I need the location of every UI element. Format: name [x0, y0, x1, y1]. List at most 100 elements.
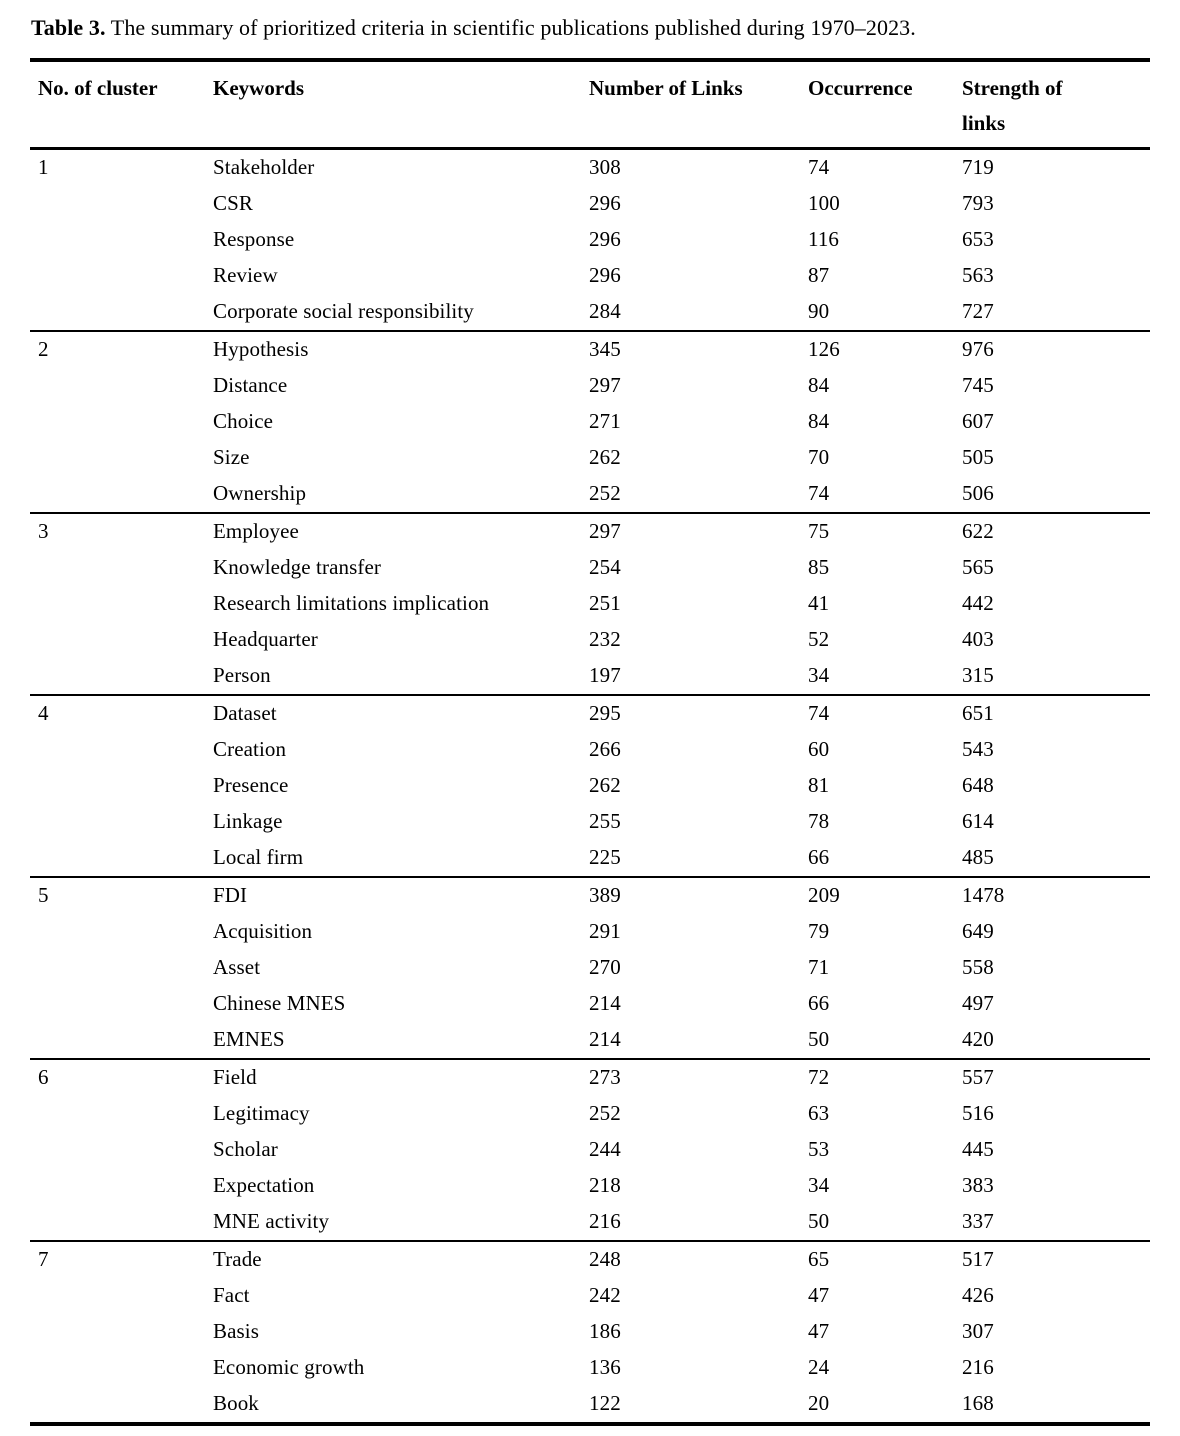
column-header-occurrence: Occurrence — [808, 60, 962, 149]
header-row: No. of cluster Keywords Number of Links … — [30, 60, 1150, 149]
table-row: MNE activity 216 50 337 — [30, 1204, 1150, 1241]
occurrence-cell: 71 — [808, 955, 830, 980]
links-cell: 136 — [589, 1355, 621, 1380]
occurrence-cell: 24 — [808, 1355, 830, 1380]
strength-cell: 793 — [962, 191, 994, 216]
links-cell: 186 — [589, 1319, 621, 1344]
keyword-cell: Creation — [213, 737, 287, 762]
column-header-occurrence-label: Occurrence — [808, 75, 913, 100]
table-row: Ownership 252 74 506 — [30, 476, 1150, 513]
strength-cell: 651 — [962, 701, 994, 726]
cluster-number-cell — [30, 1386, 213, 1424]
column-header-keywords-label: Keywords — [213, 75, 304, 100]
keyword-cell: FDI — [213, 883, 248, 908]
strength-cell: 607 — [962, 409, 994, 434]
strength-cell: 653 — [962, 227, 994, 252]
strength-cell: 337 — [962, 1209, 994, 1234]
keyword-cell: Legitimacy — [213, 1101, 310, 1126]
table-row: CSR 296 100 793 — [30, 186, 1150, 222]
keyword-cell: Choice — [213, 409, 274, 434]
keyword-cell: Economic growth — [213, 1355, 365, 1380]
keyword-cell: Distance — [213, 373, 288, 398]
occurrence-cell: 47 — [808, 1283, 830, 1308]
table-row: Person 197 34 315 — [30, 658, 1150, 695]
strength-cell: 558 — [962, 955, 994, 980]
keyword-cell: Stakeholder — [213, 155, 315, 180]
strength-cell: 516 — [962, 1101, 994, 1126]
links-cell: 216 — [589, 1209, 621, 1234]
cluster-number-cell: 6 — [38, 1065, 49, 1090]
cluster-number-cell: 5 — [38, 883, 49, 908]
cluster-number-cell — [30, 804, 213, 840]
occurrence-cell: 75 — [808, 519, 830, 544]
strength-cell: 565 — [962, 555, 994, 580]
links-cell: 122 — [589, 1391, 621, 1416]
occurrence-cell: 34 — [808, 1173, 830, 1198]
strength-cell: 383 — [962, 1173, 994, 1198]
links-cell: 295 — [589, 701, 621, 726]
occurrence-cell: 70 — [808, 445, 830, 470]
keyword-cell: CSR — [213, 191, 253, 216]
keyword-cell: Expectation — [213, 1173, 315, 1198]
cluster-number-cell: 7 — [38, 1247, 49, 1272]
keyword-cell: Research limitations implication — [213, 591, 490, 616]
table-row: Research limitations implication 251 41 442 — [30, 586, 1150, 622]
cluster-number-cell — [30, 1168, 213, 1204]
strength-cell: 648 — [962, 773, 994, 798]
occurrence-cell: 53 — [808, 1137, 830, 1162]
column-header-cluster: No. of cluster — [30, 60, 213, 149]
occurrence-cell: 116 — [808, 227, 840, 252]
occurrence-cell: 74 — [808, 155, 830, 180]
keyword-cell: Person — [213, 663, 271, 688]
cluster-number-cell — [30, 986, 213, 1022]
cluster-group: 2 Hypothesis 345 126 976 Distance 297 84 745 Choi… — [30, 330, 1150, 513]
table-row: 4 Dataset 295 74 651 — [30, 695, 1150, 732]
occurrence-cell: 47 — [808, 1319, 830, 1344]
cluster-number-cell — [30, 186, 213, 222]
cluster-number-cell — [30, 368, 213, 404]
links-cell: 284 — [589, 299, 621, 324]
table-row: 1 Stakeholder 308 74 719 — [30, 148, 1150, 186]
links-cell: 291 — [589, 919, 621, 944]
table-row: Size 262 70 505 — [30, 440, 1150, 476]
strength-cell: 622 — [962, 519, 994, 544]
cluster-number-cell — [30, 440, 213, 476]
strength-cell: 315 — [962, 663, 994, 688]
occurrence-cell: 74 — [808, 701, 830, 726]
keyword-cell: Book — [213, 1391, 259, 1416]
occurrence-cell: 66 — [808, 991, 830, 1016]
table-row: Presence 262 81 648 — [30, 768, 1150, 804]
occurrence-cell: 63 — [808, 1101, 830, 1126]
table-row: 6 Field 273 72 557 — [30, 1059, 1150, 1096]
cluster-number-cell — [30, 550, 213, 586]
occurrence-cell: 74 — [808, 481, 830, 506]
occurrence-cell: 84 — [808, 409, 830, 434]
links-cell: 389 — [589, 883, 621, 908]
cluster-number-cell — [30, 586, 213, 622]
occurrence-cell: 79 — [808, 919, 830, 944]
cluster-number-cell — [30, 622, 213, 658]
strength-cell: 517 — [962, 1247, 994, 1272]
table-row: Corporate social responsibility 284 90 727 — [30, 294, 1150, 331]
links-cell: 244 — [589, 1137, 621, 1162]
keyword-cell: Asset — [213, 955, 261, 980]
table-row: Asset 270 71 558 — [30, 950, 1150, 986]
cluster-number-cell: 1 — [38, 155, 49, 180]
occurrence-cell: 78 — [808, 809, 830, 834]
links-cell: 266 — [589, 737, 621, 762]
cluster-number-cell — [30, 258, 213, 294]
occurrence-cell: 20 — [808, 1391, 830, 1416]
table-row: Review 296 87 563 — [30, 258, 1150, 294]
keyword-cell: Corporate social responsibility — [213, 299, 474, 324]
table-row: Expectation 218 34 383 — [30, 1168, 1150, 1204]
cluster-group: 3 Employee 297 75 622 Knowledge transfer 254 85… — [30, 512, 1150, 695]
column-header-links: Number of Links — [589, 60, 808, 149]
cluster-number-cell — [30, 1350, 213, 1386]
strength-cell: 563 — [962, 263, 994, 288]
strength-cell: 426 — [962, 1283, 994, 1308]
keyword-cell: Response — [213, 227, 295, 252]
keyword-cell: Local firm — [213, 845, 304, 870]
links-cell: 273 — [589, 1065, 621, 1090]
keyword-cell: Chinese MNES — [213, 991, 346, 1016]
